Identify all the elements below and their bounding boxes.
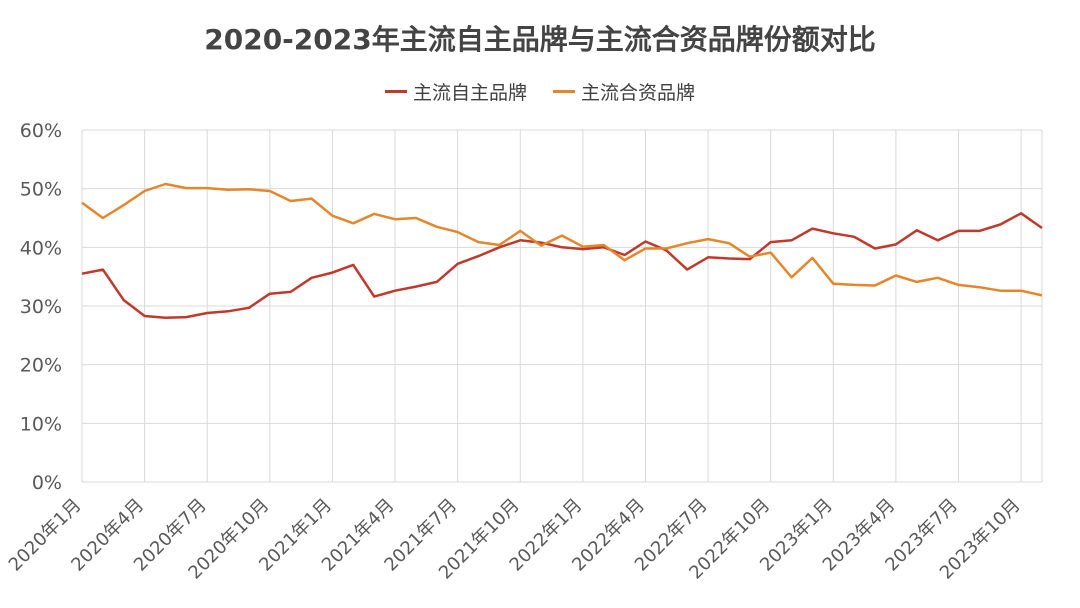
y-tick-label: 50%: [20, 179, 62, 201]
y-tick-label: 10%: [20, 413, 62, 435]
chart-title: 2020-2023年主流自主品牌与主流合资品牌份额对比: [204, 23, 876, 56]
y-tick-label: 30%: [20, 296, 62, 318]
legend-item-domestic: 主流自主品牌: [384, 78, 527, 105]
legend-label-domestic: 主流自主品牌: [412, 82, 527, 104]
legend-label-joint-venture: 主流合资品牌: [581, 82, 696, 104]
series-line-joint-venture: [81, 182, 1043, 297]
y-tick-label: 20%: [20, 355, 62, 377]
y-tick-label: 60%: [20, 120, 62, 142]
series-line-domestic: [81, 212, 1043, 319]
legend-item-joint-venture: 主流合资品牌: [553, 78, 695, 105]
y-tick-label: 0%: [32, 472, 62, 494]
y-tick-label: 40%: [20, 237, 62, 259]
legend-swatch-domestic: [384, 90, 407, 93]
legend: 主流自主品牌 主流合资品牌: [0, 76, 1080, 105]
legend-swatch-joint-venture: [553, 90, 576, 93]
